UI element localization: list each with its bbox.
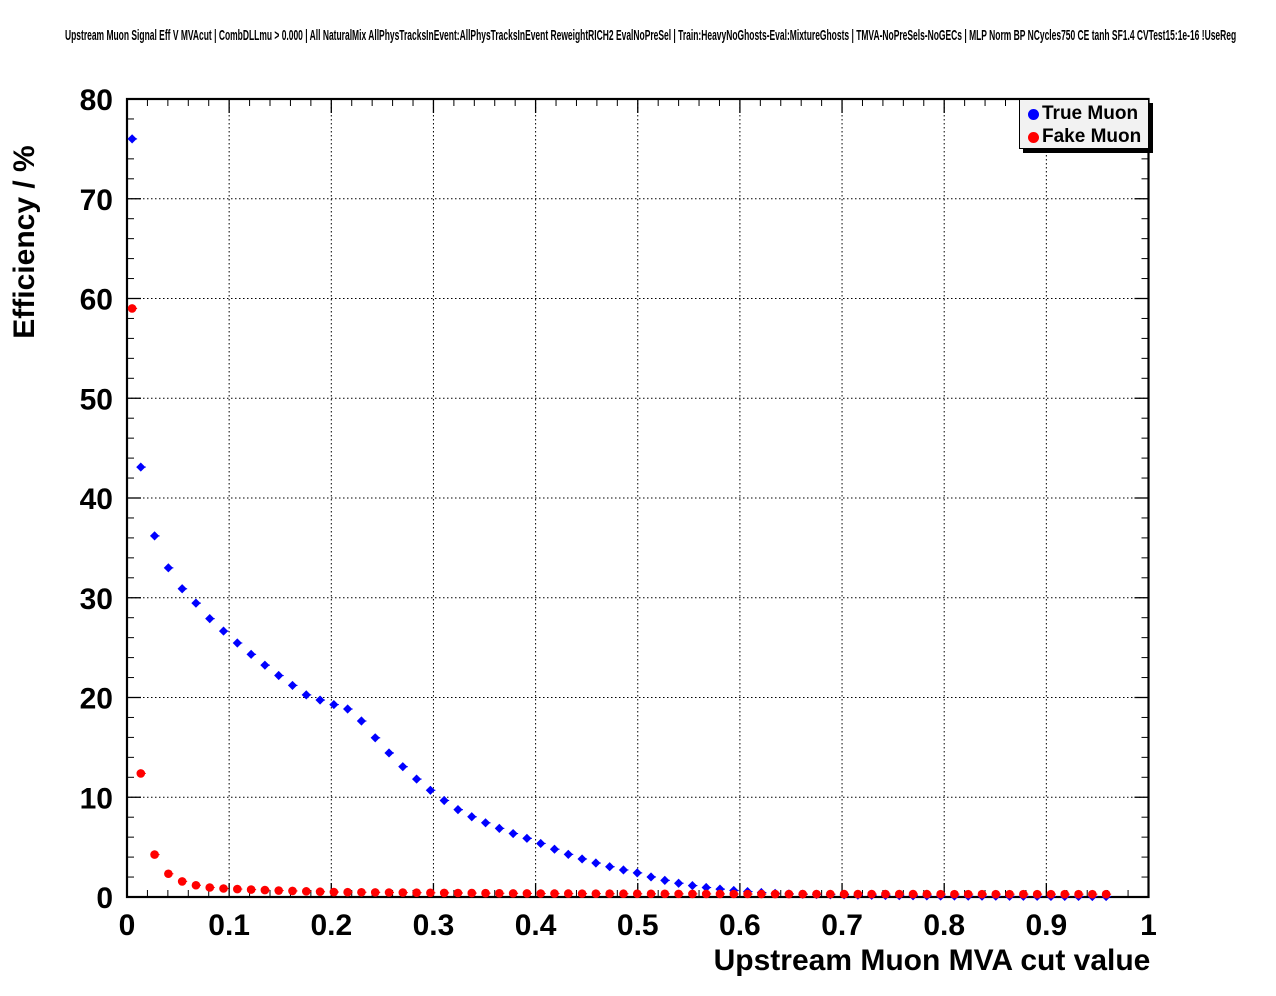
svg-text:50: 50: [80, 383, 113, 416]
svg-text:0.6: 0.6: [719, 909, 761, 942]
svg-text:0.5: 0.5: [617, 909, 659, 942]
svg-text:0.1: 0.1: [208, 909, 250, 942]
svg-text:10: 10: [80, 782, 113, 815]
svg-text:80: 80: [80, 84, 113, 117]
svg-text:20: 20: [80, 683, 113, 716]
svg-text:40: 40: [80, 483, 113, 516]
svg-text:70: 70: [80, 184, 113, 217]
svg-text:1: 1: [1140, 909, 1157, 942]
svg-text:0: 0: [119, 909, 136, 942]
svg-text:0: 0: [96, 882, 113, 915]
svg-text:60: 60: [80, 284, 113, 317]
svg-text:0.7: 0.7: [821, 909, 863, 942]
svg-text:0.9: 0.9: [1025, 909, 1067, 942]
svg-text:30: 30: [80, 583, 113, 616]
svg-text:0.8: 0.8: [923, 909, 965, 942]
svg-text:0.4: 0.4: [515, 909, 557, 942]
svg-text:0.3: 0.3: [413, 909, 455, 942]
svg-text:0.2: 0.2: [310, 909, 352, 942]
